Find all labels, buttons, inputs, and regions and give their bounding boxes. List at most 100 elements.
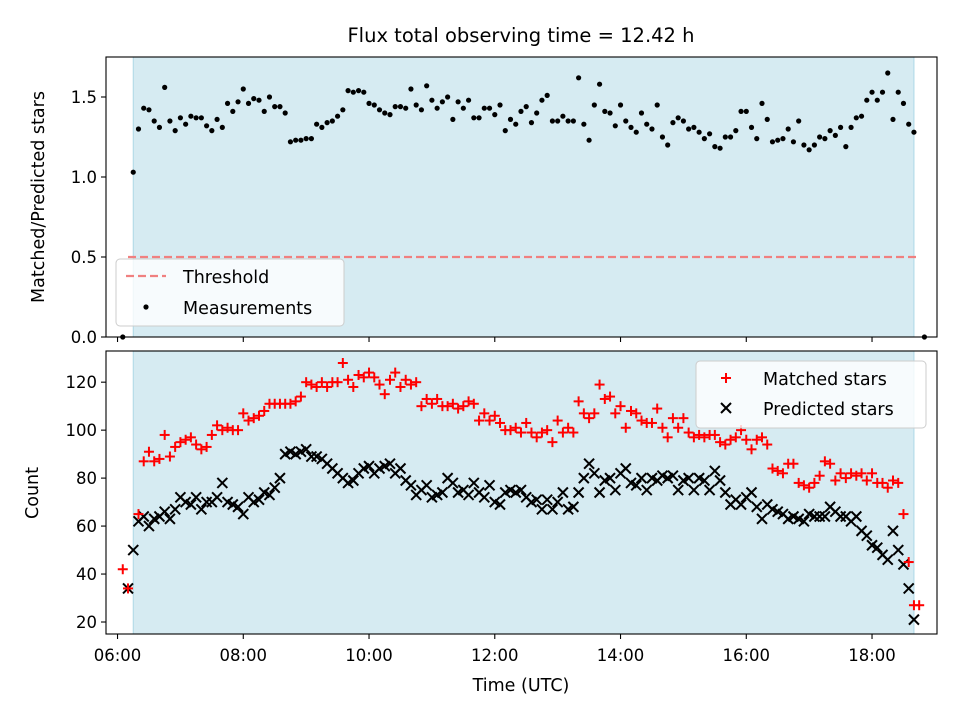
predicted-star-point	[630, 479, 642, 492]
measurement-point	[911, 129, 917, 135]
measurement-point	[801, 142, 807, 148]
bottom-y-axis-ticks: 20 40 60 80 100 120	[66, 373, 106, 632]
matched-star-point	[164, 451, 175, 462]
matched-star-point	[893, 477, 904, 488]
matched-star-point	[914, 600, 925, 611]
predicted-star-point	[436, 486, 449, 499]
measurement-point	[576, 75, 582, 81]
measurement-point	[722, 134, 728, 140]
measurement-point	[251, 96, 257, 102]
matched-star-point	[442, 401, 453, 412]
predicted-star-point	[164, 513, 176, 525]
predicted-star-point	[551, 496, 564, 508]
matched-stars-points	[117, 357, 925, 611]
measurement-point	[408, 86, 414, 92]
matched-star-point	[605, 391, 616, 402]
predicted-star-point	[347, 474, 360, 487]
predicted-star-point	[756, 513, 768, 525]
matched-star-point	[243, 415, 254, 426]
measurement-point	[135, 126, 142, 132]
measurement-point	[570, 118, 576, 124]
matched-star-point	[788, 458, 799, 469]
measurement-point	[481, 105, 487, 111]
predicted-star-point	[274, 472, 286, 484]
predicted-star-point	[819, 510, 831, 523]
y-tick-label: 60	[76, 517, 97, 536]
matched-star-point	[322, 381, 333, 392]
matched-star-point	[772, 465, 783, 476]
measurement-point	[486, 105, 493, 111]
measurement-point	[298, 137, 304, 143]
measurement-point	[712, 144, 718, 150]
measurement-point	[130, 169, 136, 175]
y-tick-label: 0.0	[71, 328, 97, 347]
matched-star-point	[725, 434, 736, 445]
measurement-point	[596, 81, 603, 87]
top-legend: Threshold Measurements	[115, 258, 345, 327]
measurement-point	[523, 104, 529, 110]
measurement-point	[471, 115, 477, 121]
predicted-star-point	[834, 510, 847, 523]
measurement-point	[895, 89, 901, 95]
predicted-star-point	[462, 489, 475, 501]
matched-star-point	[688, 432, 699, 443]
measurement-point	[245, 100, 252, 106]
x-tick-label: 18:00	[848, 646, 896, 665]
matched-star-point	[599, 393, 610, 404]
measurement-point	[450, 116, 456, 122]
predicted-star-point	[688, 484, 700, 496]
measurement-point	[256, 97, 262, 103]
predicted-star-point	[588, 467, 601, 480]
measurement-point	[607, 110, 613, 116]
top-axes-frame	[105, 56, 938, 338]
measurement-point	[874, 97, 880, 103]
matched-star-point	[568, 427, 579, 438]
matched-star-point	[903, 557, 914, 568]
y-tick-label: 20	[76, 613, 97, 632]
measurement-point	[293, 137, 299, 143]
matched-star-point	[636, 415, 647, 426]
matched-star-point	[547, 437, 558, 448]
measurement-point	[586, 137, 592, 143]
measurement-point	[513, 121, 519, 127]
measurements-legend-key	[143, 304, 149, 310]
measurement-point	[837, 124, 844, 130]
measurement-point	[371, 102, 377, 108]
predicted-star-point	[468, 477, 480, 489]
matched-star-point	[311, 381, 322, 392]
measurement-point	[345, 88, 351, 94]
matched-star-point	[348, 381, 359, 392]
predicted-star-point	[667, 470, 679, 482]
matched-star-point	[374, 379, 385, 390]
matched-star-point	[584, 413, 595, 424]
measurement-point	[748, 124, 755, 130]
measurement-points	[120, 70, 928, 340]
matched-star-point	[285, 398, 296, 409]
measurement-point	[707, 131, 713, 137]
matched-star-point	[814, 470, 825, 481]
measurement-point	[670, 120, 676, 126]
measurement-point	[445, 94, 451, 100]
matched-star-point	[825, 458, 836, 469]
matched-star-point	[123, 583, 134, 594]
matched-stars-legend-key	[721, 373, 731, 383]
predicted-star-point	[735, 498, 747, 511]
measurement-point	[628, 124, 634, 130]
measurement-point	[188, 113, 194, 119]
matched-star-point	[678, 413, 689, 424]
matched-star-point	[840, 473, 851, 484]
matched-star-point	[489, 410, 500, 421]
predicted-star-point	[908, 613, 920, 626]
matched-stars-legend-label: Matched stars	[763, 370, 887, 390]
bottom-legend: Matched stars Predicted stars	[695, 360, 927, 429]
measurement-point	[717, 145, 723, 151]
y-tick-label: 100	[66, 421, 98, 440]
predicted-star-point	[714, 474, 726, 487]
matched-star-point	[563, 422, 574, 433]
predicted-star-point	[143, 520, 155, 532]
y-tick-label: 1.5	[71, 88, 97, 107]
matched-star-point	[159, 429, 170, 440]
measurement-point	[209, 128, 215, 134]
predicted-star-point	[641, 484, 653, 496]
matched-star-point	[332, 377, 343, 388]
